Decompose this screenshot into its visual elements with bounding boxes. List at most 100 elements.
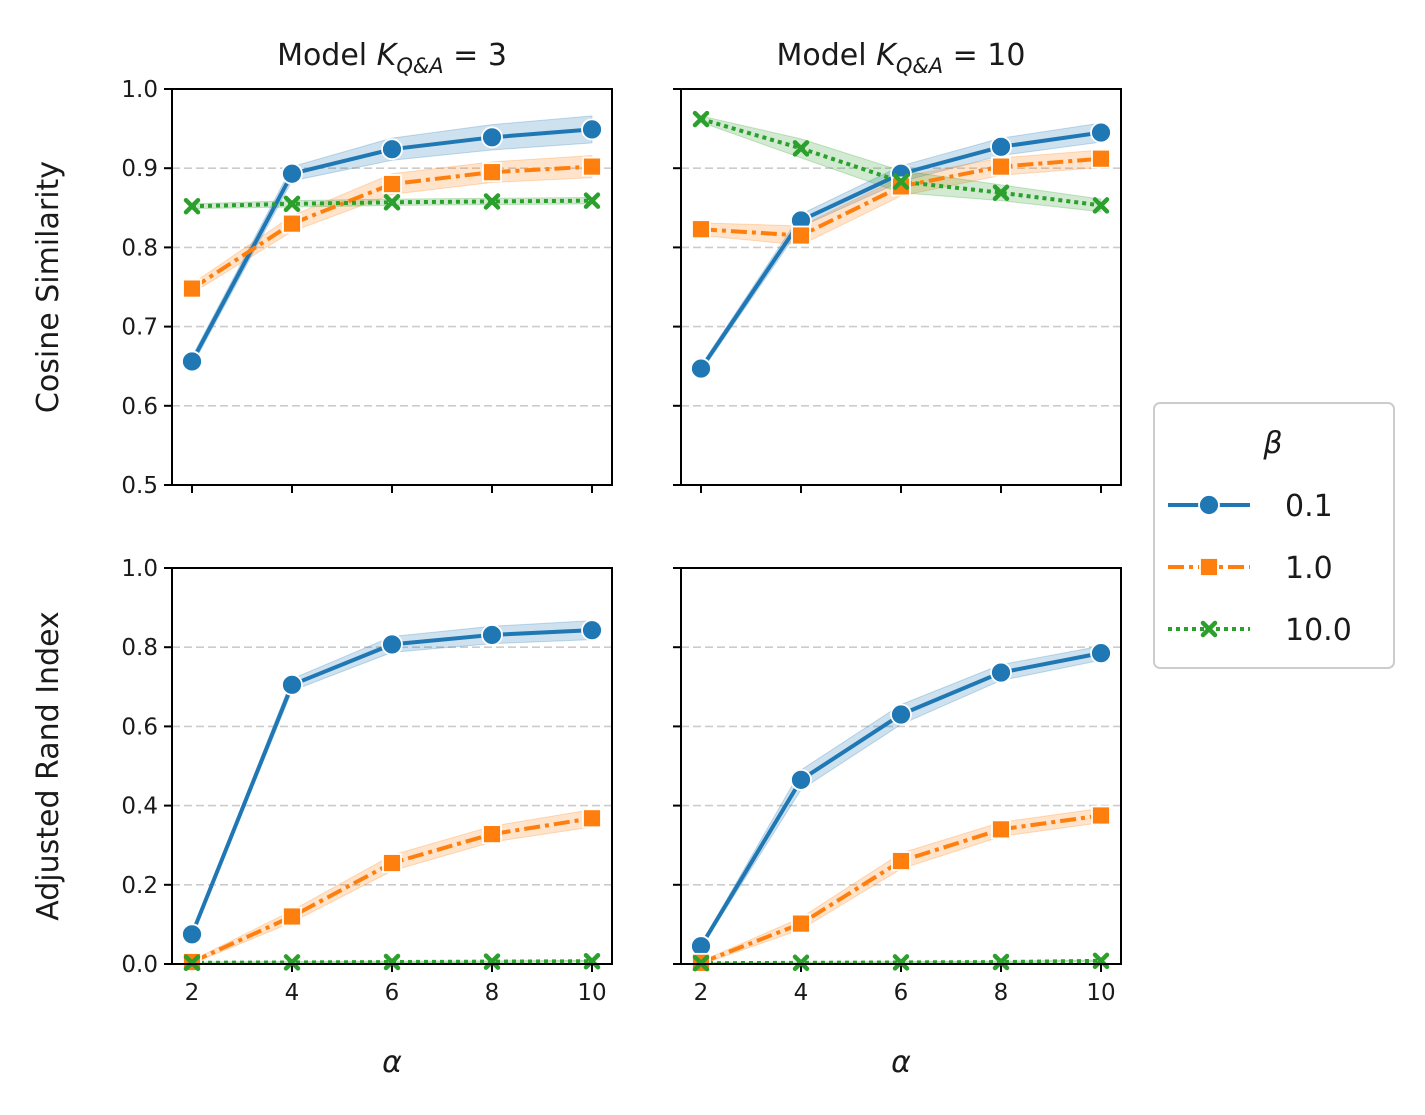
- data-point-10.0: [183, 197, 201, 215]
- data-point-10.0: [992, 953, 1010, 971]
- data-point-10.0: [792, 954, 810, 972]
- x-tick-label: 6: [385, 980, 400, 1006]
- x-tick-label: 4: [794, 980, 809, 1006]
- confidence-band-1.0: [191, 808, 593, 964]
- data-point-10.0: [183, 954, 201, 972]
- y-axis-label: Adjusted Rand Index: [31, 611, 66, 921]
- x-axis-label: α: [891, 1045, 911, 1080]
- y-tick-label: 0.2: [121, 873, 158, 899]
- legend-frame: [1153, 402, 1395, 669]
- y-tick-label: 0.7: [121, 315, 158, 341]
- data-point-0.1: [181, 350, 203, 373]
- y-tick-label: 0.0: [121, 952, 158, 978]
- data-point-10.0: [583, 192, 601, 209]
- data-point-0.1: [890, 703, 912, 726]
- y-tick-label: 0.4: [121, 794, 158, 820]
- axes-frame: [171, 567, 613, 965]
- data-point-10.0: [383, 194, 401, 211]
- x-tick-label: 8: [485, 980, 500, 1006]
- title-suffix: = 10: [943, 38, 1025, 73]
- data-point-10.0: [583, 952, 601, 970]
- panel-title: Model KQ&A = 3: [277, 38, 507, 78]
- legend-entry-10.0: 10.0: [1168, 613, 1352, 648]
- data-point-0.1: [990, 135, 1012, 158]
- y-tick-label: 1.0: [121, 77, 158, 103]
- data-point-0.1: [481, 126, 503, 149]
- panel-2: Model KQ&A = 10: [673, 38, 1122, 493]
- title-prefix: Model: [777, 38, 877, 73]
- legend-entry-1.0: 1.0: [1168, 551, 1333, 586]
- data-point-1.0: [582, 156, 602, 177]
- legend: β 0.1 1.0 10.0: [1153, 402, 1395, 669]
- data-point-0.1: [690, 357, 712, 380]
- y-tick-label: 0.6: [121, 394, 158, 420]
- x-tick-label: 10: [577, 980, 606, 1006]
- y-tick-label: 0.8: [121, 235, 158, 261]
- data-point-0.1: [381, 633, 403, 656]
- legend-entry-0.1: 0.1: [1168, 489, 1333, 524]
- x-tick-label: 10: [1086, 980, 1115, 1006]
- data-point-1.0: [382, 853, 402, 873]
- data-point-0.1: [281, 162, 303, 185]
- series-line-1.0: [190, 164, 593, 291]
- series-line-0.1: [699, 651, 1102, 948]
- legend-marker: [1198, 494, 1220, 516]
- data-point-1.0: [282, 906, 302, 927]
- data-point-10.0: [383, 953, 401, 971]
- confidence-band-0.1: [700, 645, 1102, 950]
- data-point-1.0: [791, 225, 811, 246]
- legend-entries: 0.1 1.0 10.0: [1168, 489, 1352, 648]
- data-point-1.0: [582, 808, 602, 829]
- data-point-10.0: [792, 140, 810, 157]
- series-line-1.0: [191, 816, 593, 964]
- data-point-10.0: [283, 954, 301, 971]
- y-tick-label: 0.8: [121, 635, 158, 661]
- legend-label: 1.0: [1285, 551, 1333, 586]
- data-point-1.0: [482, 162, 502, 183]
- x-tick-label: 2: [185, 980, 200, 1006]
- legend-marker: [1200, 620, 1218, 638]
- x-axis-label: α: [382, 1045, 402, 1080]
- axes-frame: [680, 567, 1122, 965]
- data-point-0.1: [790, 768, 812, 791]
- x-tick-label: 6: [894, 980, 909, 1006]
- data-point-1.0: [891, 176, 911, 197]
- data-point-1.0: [1091, 148, 1111, 169]
- panel-3: 0.0 0.2 0.4 0.6 0.8 1.0 2 4 6 8 10 α Adjusted Rand I…: [31, 556, 613, 1080]
- data-point-10.0: [1092, 197, 1110, 214]
- data-point-1.0: [382, 174, 402, 194]
- title-prefix: Model: [277, 38, 377, 73]
- data-point-1.0: [991, 819, 1011, 840]
- data-point-10.0: [892, 954, 910, 971]
- data-point-0.1: [990, 661, 1012, 684]
- title-suffix: = 3: [444, 38, 507, 73]
- legend-label: 10.0: [1285, 613, 1352, 648]
- data-point-1.0: [991, 156, 1011, 177]
- title-sub: Q&A: [396, 54, 443, 78]
- data-point-10.0: [483, 193, 501, 210]
- plot-area: [190, 620, 593, 964]
- data-point-10.0: [992, 184, 1010, 202]
- legend-label: 0.1: [1285, 489, 1333, 524]
- y-tick-label: 0.6: [121, 714, 158, 740]
- data-point-1.0: [482, 824, 502, 845]
- panel-4: 2 4 6 8 10 α: [673, 567, 1122, 1080]
- data-point-0.1: [1090, 121, 1112, 144]
- title-math: K: [377, 38, 399, 73]
- y-axis-label: Cosine Similarity: [31, 161, 66, 413]
- data-point-1.0: [182, 278, 202, 299]
- series-line-1.0: [700, 813, 1102, 964]
- axes-frame: [680, 88, 1122, 486]
- x-tick-label: 4: [285, 980, 300, 1006]
- confidence-band-10.0: [700, 115, 1102, 213]
- y-tick-label: 0.5: [121, 473, 158, 499]
- data-point-10.0: [892, 173, 910, 190]
- confidence-band-0.1: [191, 620, 593, 937]
- data-point-1.0: [282, 213, 302, 234]
- legend-marker: [1199, 557, 1219, 577]
- data-point-1.0: [791, 913, 811, 934]
- data-point-0.1: [581, 118, 603, 141]
- x-tick-label: 8: [994, 980, 1009, 1006]
- data-point-0.1: [381, 138, 403, 161]
